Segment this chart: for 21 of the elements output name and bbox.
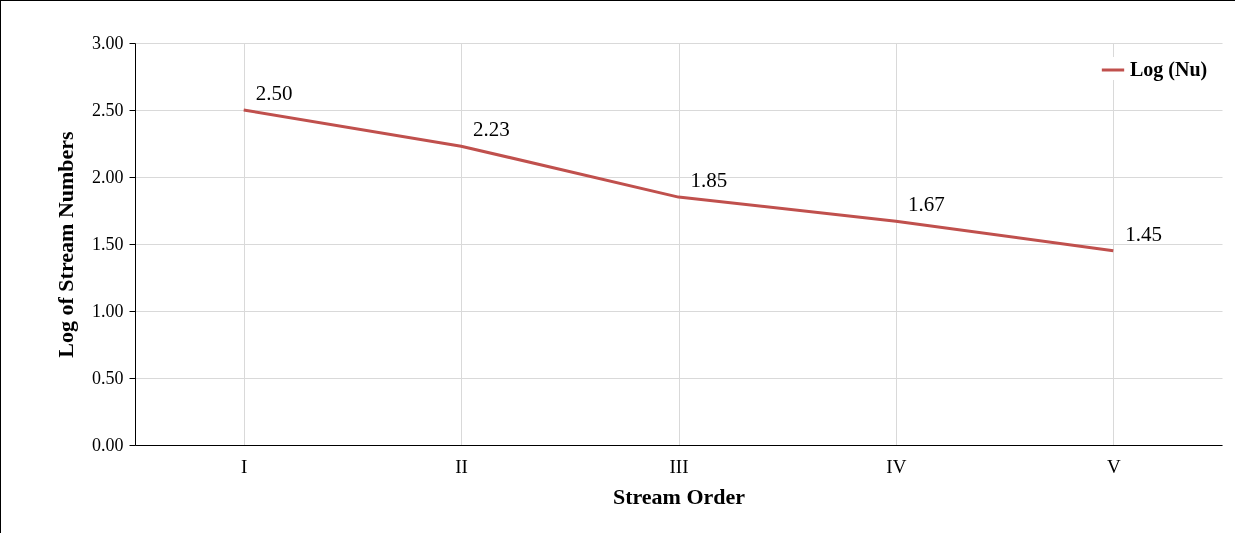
data-label: 1.85 <box>690 168 728 193</box>
y-tick-label: 0.50 <box>92 367 124 388</box>
y-tick-label: 3.00 <box>92 32 124 53</box>
data-label: 1.45 <box>1125 221 1163 246</box>
data-label: 2.23 <box>473 117 510 142</box>
y-tick-label: 2.50 <box>92 99 124 120</box>
x-tick-label: II <box>455 455 468 477</box>
y-tick-label: 2.00 <box>92 166 124 187</box>
x-tick-label: III <box>669 455 689 477</box>
x-tick-label: I <box>241 455 248 477</box>
y-tick-label: 1.00 <box>92 300 124 321</box>
y-tick-label: 1.50 <box>92 233 124 254</box>
y-tick-label: 0.00 <box>92 434 124 455</box>
x-axis-title: Stream Order <box>612 483 746 509</box>
x-tick-label: IV <box>886 455 907 477</box>
data-label: 2.50 <box>255 81 293 105</box>
legend-label: Log (Nu) <box>1130 58 1208 81</box>
y-axis-title: Log of Stream Numbers <box>53 130 78 358</box>
line-series <box>242 108 1115 253</box>
x-tick-label: V <box>1106 455 1121 477</box>
data-label: 1.67 <box>907 192 945 217</box>
